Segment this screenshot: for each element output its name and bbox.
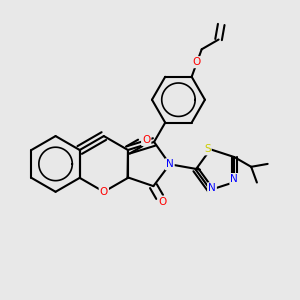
Text: N: N xyxy=(166,159,174,169)
Text: N: N xyxy=(230,174,238,184)
Text: N: N xyxy=(208,183,216,193)
Text: O: O xyxy=(100,187,108,197)
Text: S: S xyxy=(204,144,211,154)
Text: O: O xyxy=(192,57,201,67)
Text: O: O xyxy=(142,135,150,145)
Text: O: O xyxy=(159,196,167,207)
